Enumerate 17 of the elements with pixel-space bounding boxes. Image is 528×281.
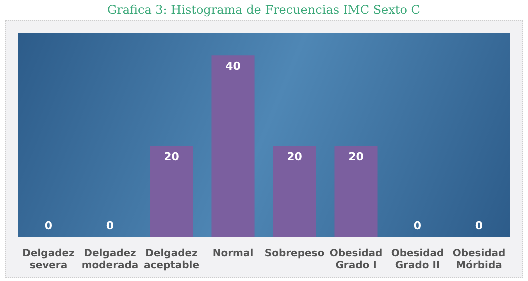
data-label: 40 [226, 60, 242, 74]
data-label: 0 [475, 219, 484, 232]
x-tick-label: Sobrepeso [264, 248, 325, 260]
x-tick-label: Obesidad Mórbida [452, 248, 506, 272]
x-tick-label: Delgadez severa [22, 248, 76, 272]
chart-title: Grafica 3: Histograma de Frecuencias IMC Sexto C [106, 2, 422, 19]
data-label: 20 [287, 150, 303, 164]
data-label: 0 [414, 219, 422, 232]
x-tick-label: Obesidad Grado I [330, 248, 383, 272]
x-tick-label: Delgadez moderada [82, 248, 139, 272]
data-label: 0 [44, 219, 53, 232]
x-tick-label: Obesidad Grado II [391, 248, 444, 272]
data-label: 20 [164, 150, 180, 164]
x-tick-label: Normal [212, 248, 254, 260]
data-label: 0 [106, 219, 114, 232]
x-tick-label: Delgadez aceptable [144, 248, 200, 272]
data-label: 20 [348, 150, 364, 164]
